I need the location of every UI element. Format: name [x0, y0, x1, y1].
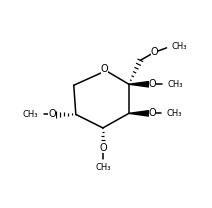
Text: CH₃: CH₃ [167, 80, 183, 89]
Polygon shape [129, 82, 149, 87]
Text: O: O [99, 143, 107, 153]
Text: CH₃: CH₃ [167, 109, 182, 118]
Text: O: O [49, 109, 56, 119]
Text: O: O [100, 64, 108, 74]
Text: CH₃: CH₃ [172, 42, 187, 51]
Text: CH₃: CH₃ [95, 163, 111, 172]
Polygon shape [129, 111, 149, 116]
Text: O: O [149, 108, 156, 118]
Text: O: O [151, 47, 158, 57]
Text: O: O [149, 79, 156, 89]
Text: CH₃: CH₃ [23, 110, 38, 119]
